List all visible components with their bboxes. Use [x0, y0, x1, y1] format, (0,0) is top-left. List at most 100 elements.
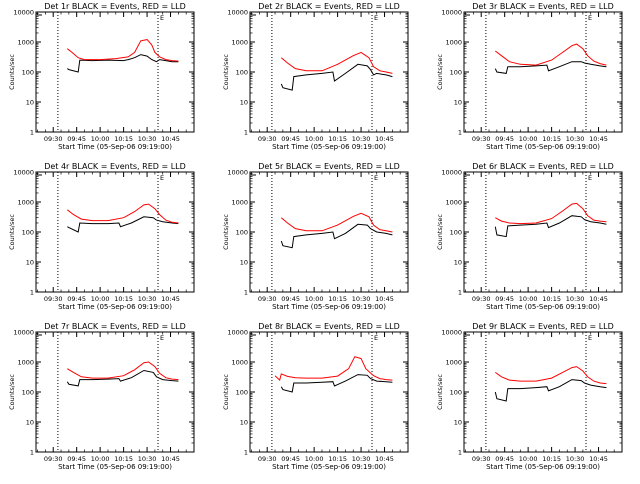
y-tick-label: 1 — [244, 289, 248, 297]
annotation-label: E — [588, 174, 592, 182]
annotation-label: E — [374, 334, 378, 342]
series-line-events — [494, 379, 607, 402]
series-line-lld — [280, 51, 393, 74]
series-line-events — [494, 61, 607, 74]
x-tick-label: 09:30 — [472, 135, 491, 143]
annotation-label: E — [588, 334, 592, 342]
x-tick-label: 09:45 — [281, 455, 300, 463]
x-tick-label: 10:30 — [352, 455, 371, 463]
x-tick-label: 09:45 — [495, 135, 514, 143]
x-tick-label: 10:30 — [138, 455, 157, 463]
x-tick-label: 10:30 — [566, 295, 585, 303]
y-tick-label: 10 — [26, 419, 34, 427]
y-axis-label: Counts/sec — [8, 374, 16, 410]
y-tick-label: 10 — [240, 99, 248, 107]
y-tick-label: 100 — [22, 229, 34, 237]
x-tick-label: 09:45 — [281, 135, 300, 143]
x-tick-label: 10:45 — [589, 135, 608, 143]
x-tick-label: 10:30 — [566, 455, 585, 463]
panel-det-2r: Det 2r BLACK = Events, RED = LLD 1 10 100 10… — [222, 2, 409, 151]
y-tick-label: 100 — [236, 69, 248, 77]
x-axis-label: Start Time (05-Sep-06 09:19:00) — [58, 303, 172, 311]
y-tick-label: 100 — [22, 69, 34, 77]
x-tick-label: 10:00 — [91, 295, 110, 303]
x-tick-label: 10:45 — [589, 295, 608, 303]
x-axis-label: Start Time (05-Sep-06 09:19:00) — [486, 463, 600, 471]
x-tick-label: 10:15 — [328, 455, 347, 463]
x-tick-label: 09:45 — [281, 295, 300, 303]
series-line-lld — [495, 366, 607, 385]
y-tick-label: 10000 — [227, 329, 248, 337]
plot-title: Det 5r BLACK = Events, RED = LLD — [258, 162, 400, 171]
x-tick-label: 10:30 — [138, 295, 157, 303]
series-line-lld — [280, 212, 393, 233]
series-line-events — [67, 54, 179, 73]
y-tick-label: 1000 — [231, 39, 248, 47]
x-tick-label: 10:15 — [542, 295, 561, 303]
y-tick-label: 100 — [22, 389, 34, 397]
panel-det-4r: Det 4r BLACK = Events, RED = LLD 1 10 100 10… — [8, 162, 195, 311]
y-axis-label: Counts/sec — [222, 54, 230, 90]
x-tick-label: 10:30 — [352, 295, 371, 303]
y-axis-label: Counts/sec — [8, 54, 16, 90]
y-tick-label: 1000 — [17, 39, 34, 47]
x-tick-label: 10:15 — [542, 135, 561, 143]
x-tick-label: 10:45 — [161, 455, 180, 463]
x-tick-label: 10:45 — [161, 295, 180, 303]
x-tick-label: 09:30 — [258, 455, 277, 463]
y-tick-label: 10000 — [227, 9, 248, 17]
series-line-events — [280, 223, 393, 249]
series-line-events — [67, 216, 179, 233]
plot-frame — [249, 331, 409, 453]
x-axis-label: Start Time (05-Sep-06 09:19:00) — [58, 143, 172, 151]
y-tick-label: 1 — [458, 289, 462, 297]
x-axis-label: Start Time (05-Sep-06 09:19:00) — [272, 143, 386, 151]
y-tick-label: 1 — [244, 449, 248, 457]
y-tick-label: 100 — [450, 389, 462, 397]
x-tick-label: 10:45 — [375, 135, 394, 143]
x-tick-label: 10:45 — [375, 295, 394, 303]
series-line-events — [66, 369, 179, 387]
y-tick-label: 100 — [450, 69, 462, 77]
series-line-lld — [66, 203, 179, 224]
x-tick-label: 10:15 — [114, 295, 133, 303]
x-tick-label: 09:30 — [44, 295, 63, 303]
x-tick-label: 10:15 — [328, 295, 347, 303]
x-axis-label: Start Time (05-Sep-06 09:19:00) — [272, 463, 386, 471]
x-tick-label: 10:30 — [352, 135, 371, 143]
y-axis-label: Counts/sec — [8, 214, 16, 250]
x-tick-label: 10:00 — [305, 295, 324, 303]
annotation-label: E — [588, 14, 592, 22]
y-axis-label: Counts/sec — [222, 214, 230, 250]
plot-frame — [463, 331, 623, 453]
series-line-events — [280, 63, 393, 91]
x-axis-label: Start Time (05-Sep-06 09:19:00) — [486, 143, 600, 151]
x-tick-label: 10:00 — [305, 455, 324, 463]
annotation-label: E — [160, 334, 164, 342]
y-tick-label: 1 — [30, 289, 34, 297]
y-tick-label: 10 — [26, 259, 34, 267]
x-tick-label: 09:45 — [67, 455, 86, 463]
y-tick-label: 1 — [30, 449, 34, 457]
x-tick-label: 10:00 — [519, 295, 538, 303]
y-tick-label: 1000 — [445, 359, 462, 367]
x-tick-label: 09:30 — [44, 455, 63, 463]
series-line-lld — [494, 43, 607, 66]
series-line-events — [494, 215, 607, 238]
plot-title: Det 7r BLACK = Events, RED = LLD — [44, 322, 186, 331]
y-tick-label: 100 — [450, 229, 462, 237]
y-tick-label: 1000 — [231, 359, 248, 367]
y-tick-label: 1000 — [17, 359, 34, 367]
y-tick-label: 10000 — [13, 169, 34, 177]
x-tick-label: 09:45 — [67, 295, 86, 303]
plot-title: Det 6r BLACK = Events, RED = LLD — [472, 162, 614, 171]
x-tick-label: 10:00 — [91, 455, 110, 463]
panel-det-3r: Det 3r BLACK = Events, RED = LLD 1 10 100 10… — [436, 2, 623, 151]
x-axis-label: Start Time (05-Sep-06 09:19:00) — [58, 463, 172, 471]
y-tick-label: 1000 — [445, 39, 462, 47]
y-tick-label: 10 — [26, 99, 34, 107]
plot-frame — [35, 171, 195, 293]
annotation-label: E — [160, 14, 164, 22]
x-tick-label: 09:30 — [472, 455, 491, 463]
